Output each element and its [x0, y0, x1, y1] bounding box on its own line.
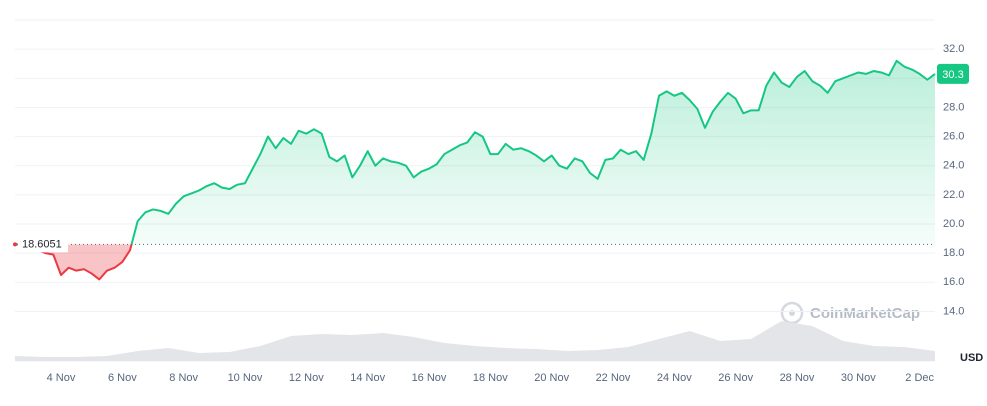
x-tick-label: 22 Nov [596, 372, 631, 384]
y-tick-label: 28.0 [943, 101, 964, 113]
x-tick-label: 18 Nov [473, 372, 508, 384]
baseline-label: 18.6051 [22, 238, 62, 250]
baseline-dot [13, 242, 17, 247]
x-tick-label: 30 Nov [841, 372, 876, 384]
x-tick-label: 2 Dec [905, 372, 934, 384]
current-price-label: 30.3 [942, 69, 963, 81]
x-tick-label: 4 Nov [47, 372, 76, 384]
y-tick-label: 22.0 [943, 189, 964, 201]
x-tick-label: 28 Nov [780, 372, 815, 384]
x-tick-label: 14 Nov [350, 372, 385, 384]
y-tick-label: 20.0 [943, 218, 964, 230]
x-tick-label: 16 Nov [412, 372, 447, 384]
x-tick-label: 24 Nov [657, 372, 692, 384]
price-area [15, 60, 935, 280]
x-tick-label: 20 Nov [534, 372, 569, 384]
x-tick-label: 6 Nov [108, 372, 137, 384]
baseline-label-bg [18, 236, 68, 253]
y-tick-label: 24.0 [943, 160, 964, 172]
y-tick-label: 16.0 [943, 276, 964, 288]
x-tick-label: 8 Nov [169, 372, 198, 384]
unit-label: USD [960, 352, 983, 364]
x-tick-label: 26 Nov [718, 372, 753, 384]
x-tick-label: 10 Nov [228, 372, 263, 384]
y-tick-label: 32.0 [943, 43, 964, 55]
x-tick-label: 12 Nov [289, 372, 324, 384]
watermark-logo [780, 301, 804, 325]
price-line [15, 59, 936, 281]
current-price-tag [937, 63, 969, 84]
y-tick-label: 18.0 [943, 247, 964, 259]
watermark: CoinMarketCap [810, 305, 920, 322]
y-tick-label: 14.0 [943, 305, 964, 317]
y-tick-label: 26.0 [943, 130, 964, 142]
volume-area [15, 321, 935, 361]
